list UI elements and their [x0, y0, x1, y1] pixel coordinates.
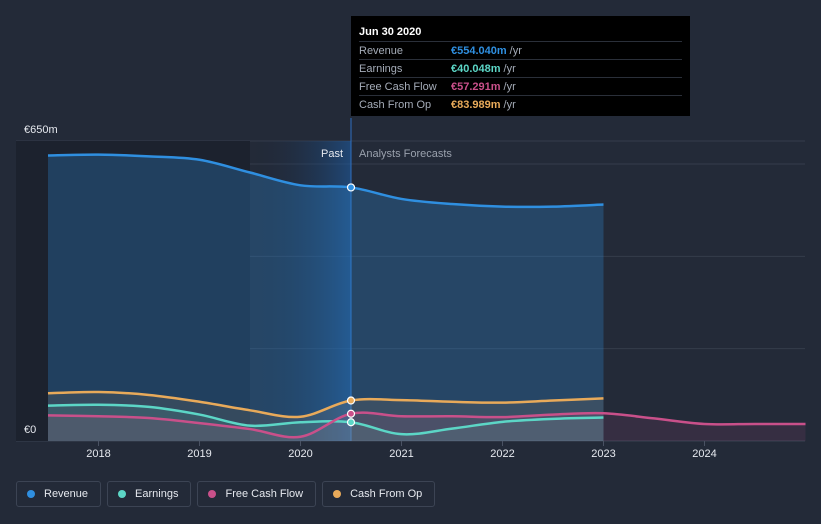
highlight-marker-earnings [346, 418, 356, 427]
legend-dot-icon [118, 490, 127, 498]
tooltip-name: Free Cash Flow [359, 80, 437, 93]
legend-label: Revenue [44, 488, 89, 500]
legend-label: Earnings [135, 488, 179, 500]
tooltip-unit: /yr [503, 62, 516, 75]
legend: Revenue Earnings Free Cash Flow Cash Fro… [16, 481, 436, 507]
tooltip-value: €40.048m [451, 62, 501, 75]
series-area-revenue [48, 154, 604, 441]
tooltip-unit: /yr [503, 98, 516, 111]
tooltip-date: Jun 30 2020 [359, 26, 422, 38]
legend-label: Cash From Op [350, 488, 423, 500]
tooltip-row-earnings: Earnings €40.048m /yr [359, 59, 682, 77]
tooltip-value: €83.989m [451, 98, 501, 111]
x-tick-label: 2024 [692, 448, 716, 460]
tooltip-row-revenue: Revenue €554.040m /yr [359, 41, 682, 59]
tooltip-row-cash-from-op: Cash From Op €83.989m /yr [359, 95, 682, 113]
x-tick-label: 2019 [187, 448, 211, 460]
x-tick-label: 2018 [86, 448, 110, 460]
tooltip-value: €57.291m [451, 80, 501, 93]
legend-item-cash-from-op[interactable]: Cash From Op [322, 481, 436, 507]
legend-dot-icon [208, 490, 217, 498]
y-axis-max-label: €650m [24, 124, 58, 136]
series-area-free-cash-flow [48, 412, 806, 441]
x-tick-label: 2021 [389, 448, 413, 460]
legend-dot-icon [333, 490, 342, 498]
tooltip-name: Revenue [359, 44, 404, 57]
forecast-label: Analysts Forecasts [359, 148, 452, 160]
tooltip-name: Earnings [359, 62, 403, 75]
highlight-marker-free-cash-flow [346, 409, 356, 418]
highlight-marker-cash-from-op [346, 396, 356, 405]
series-line-revenue [47, 153, 604, 209]
legend-dot-icon [27, 490, 35, 498]
x-tick-label: 2023 [591, 448, 615, 460]
tooltip: Jun 30 2020 Revenue €554.040m /yr Earnin… [351, 16, 690, 116]
legend-item-free-cash-flow[interactable]: Free Cash Flow [197, 481, 317, 507]
past-region-highlight [250, 141, 351, 441]
series-line-free-cash-flow [47, 411, 806, 439]
tooltip-name: Cash From Op [359, 98, 432, 111]
tooltip-unit: /yr [503, 80, 516, 93]
x-tick-label: 2022 [490, 448, 514, 460]
y-axis-min-label: €0 [24, 424, 36, 436]
x-tick-label: 2020 [288, 448, 312, 460]
legend-item-earnings[interactable]: Earnings [107, 481, 192, 507]
tooltip-row-free-cash-flow: Free Cash Flow €57.291m /yr [359, 77, 682, 95]
tooltip-unit: /yr [509, 44, 522, 57]
legend-item-revenue[interactable]: Revenue [16, 481, 102, 507]
series-area-cash-from-op [48, 391, 604, 441]
highlight-marker-revenue [346, 183, 356, 192]
legend-label: Free Cash Flow [225, 488, 304, 500]
past-label: Past [321, 148, 343, 160]
series-line-earnings [47, 403, 604, 436]
past-region-shade [16, 141, 250, 441]
series-area-earnings [48, 404, 604, 441]
series-line-cash-from-op [47, 390, 604, 419]
tooltip-value: €554.040m [451, 44, 507, 57]
